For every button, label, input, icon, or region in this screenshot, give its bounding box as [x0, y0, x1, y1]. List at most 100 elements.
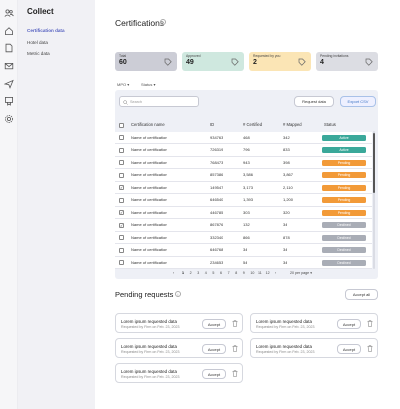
trash-icon[interactable]	[367, 345, 373, 352]
filter-dropdown-mpo[interactable]: MPO ▾	[117, 82, 129, 87]
row-checkbox[interactable]	[119, 147, 124, 153]
table-row[interactable]: ✓ Name of certification 149547 3,173 2,110 Pe…	[115, 181, 372, 194]
page-number-button[interactable]: 4	[204, 271, 207, 275]
page-number-button[interactable]: 10	[250, 271, 255, 275]
cell-certification-name[interactable]: Name of certification	[131, 209, 168, 215]
cell-certification-name[interactable]: Name of certification	[131, 184, 168, 190]
sidebar-item-certification-data[interactable]: Certification data	[27, 28, 65, 33]
mail-icon[interactable]	[4, 61, 14, 71]
table-row[interactable]: ✓ Name of certification 446785 303 320 Pendin…	[115, 206, 372, 219]
cell-certified: 132	[243, 222, 250, 227]
accept-all-button[interactable]: Accept all	[345, 289, 378, 300]
page-number-button[interactable]: 1	[182, 271, 184, 275]
trash-icon[interactable]	[232, 370, 238, 377]
table-row[interactable]: Name of certification 332340 866 878 Decline…	[115, 231, 372, 244]
row-checkbox[interactable]	[119, 172, 124, 178]
page-number-button[interactable]: 9	[242, 271, 245, 275]
column-header-name[interactable]: Certification name	[131, 122, 165, 127]
cell-certification-name[interactable]: Name of certification	[131, 259, 168, 265]
column-header-id[interactable]: ID	[210, 122, 215, 127]
cell-id: 646768	[210, 247, 224, 252]
cell-certification-name[interactable]: Name of certification	[131, 222, 168, 227]
row-checkbox[interactable]: ✓	[119, 185, 124, 190]
accept-button[interactable]: Accept	[337, 344, 361, 354]
table-row[interactable]: Name of certification 646768 34 34 Declined	[115, 244, 372, 257]
status-badge: Declined	[322, 259, 366, 266]
select-all-checkbox[interactable]	[119, 122, 124, 128]
page-number-button[interactable]: 2	[189, 271, 192, 275]
table-row[interactable]: Name of certification 934763 468 342 Active	[115, 131, 372, 144]
row-checkbox[interactable]	[119, 260, 124, 265]
page-number-button[interactable]: 8	[235, 271, 238, 275]
page-number-button[interactable]: 6	[220, 271, 222, 275]
row-checkbox[interactable]	[119, 247, 124, 253]
table-row[interactable]: Name of certification 857386 3,586 3,867 Pen…	[115, 169, 372, 182]
filter-dropdown-status[interactable]: Status ▾	[141, 82, 155, 87]
scrollbar-track[interactable]	[373, 131, 375, 269]
cell-mapped: 878	[283, 234, 290, 240]
column-header-mapped[interactable]: # Mapped	[283, 122, 302, 127]
cell-certified: 468	[243, 134, 250, 140]
cell-certification-name[interactable]: Name of certification	[131, 172, 168, 177]
page-number-button[interactable]: 5	[212, 271, 215, 275]
accept-button[interactable]: Accept	[202, 369, 226, 379]
request-data-button[interactable]: Request data	[294, 96, 334, 107]
cell-certified: 943	[243, 159, 250, 165]
table-row[interactable]: Name of certification 234653 54 34 Declined	[115, 256, 372, 269]
table-row[interactable]: Name of certification 646540 1,393 1,200 Pen…	[115, 194, 372, 207]
cell-mapped: 320	[283, 209, 290, 215]
app-title: Collect	[27, 7, 54, 16]
sidebar-item-hotel-data[interactable]: Hotel data	[27, 40, 48, 45]
settings-icon[interactable]	[4, 114, 14, 124]
trash-icon[interactable]	[232, 345, 238, 352]
info-icon[interactable]: i	[175, 291, 181, 297]
stat-card-total: Total 60	[115, 52, 177, 71]
table-row[interactable]: Name of certification 768473 943 398 Pending	[115, 156, 372, 169]
column-header-status[interactable]: Status	[324, 122, 336, 127]
people-icon[interactable]	[4, 8, 14, 18]
table-header: Certification name ID # Certified # Mapp…	[115, 119, 372, 132]
status-badge: Pending	[322, 172, 366, 178]
page-number-button[interactable]: 11	[258, 271, 262, 275]
home-icon[interactable]	[4, 26, 14, 36]
cell-certification-name[interactable]: Name of certification	[131, 147, 168, 152]
table-row[interactable]: ✓ Name of certification 867876 132 34 Decline…	[115, 219, 372, 232]
scrollbar-thumb[interactable]	[373, 133, 375, 193]
tag-icon	[164, 58, 172, 66]
row-checkbox[interactable]	[119, 197, 124, 203]
page-number-button[interactable]: 7	[227, 271, 230, 275]
cell-mapped: 833	[283, 147, 290, 152]
export-csv-button[interactable]: Export CSV	[340, 96, 376, 107]
cell-certification-name[interactable]: Name of certification	[131, 247, 168, 252]
cell-certification-name[interactable]: Name of certification	[131, 197, 168, 202]
table-row[interactable]: Name of certification 726319 796 833 Active	[115, 144, 372, 157]
row-checkbox[interactable]: ✓	[119, 210, 124, 215]
trash-icon[interactable]	[232, 320, 238, 327]
accept-button[interactable]: Accept	[202, 319, 226, 329]
per-page-select[interactable]: 20 per page ▾	[290, 271, 312, 275]
cell-certification-name[interactable]: Name of certification	[131, 159, 168, 165]
certificate-icon[interactable]	[4, 96, 14, 106]
search-input[interactable]: Search	[119, 96, 199, 107]
stat-card-label: Requested by you	[253, 54, 281, 58]
send-icon[interactable]	[4, 79, 14, 89]
row-checkbox[interactable]	[119, 160, 124, 165]
cell-certification-name[interactable]: Name of certification	[131, 234, 168, 240]
row-checkbox[interactable]: ✓	[119, 222, 124, 228]
sidebar-item-metric-data[interactable]: Metric data	[27, 51, 50, 56]
info-icon[interactable]: i	[160, 19, 166, 25]
document-icon[interactable]	[4, 43, 14, 53]
accept-button[interactable]: Accept	[337, 319, 361, 329]
trash-icon[interactable]	[367, 320, 373, 327]
request-title: Lorem ipsum requested data	[256, 344, 312, 349]
row-checkbox[interactable]	[119, 235, 124, 240]
accept-button[interactable]: Accept	[202, 344, 226, 354]
row-checkbox[interactable]	[119, 135, 124, 140]
next-page-button[interactable]: ›	[275, 271, 277, 275]
cell-certification-name[interactable]: Name of certification	[131, 134, 168, 140]
column-header-certified[interactable]: # Certified	[243, 122, 263, 127]
prev-page-button[interactable]: ‹	[173, 271, 175, 275]
page-number-button[interactable]: 12	[265, 271, 270, 275]
page-number-button[interactable]: 3	[197, 271, 200, 275]
cell-id: 934763	[210, 134, 224, 140]
